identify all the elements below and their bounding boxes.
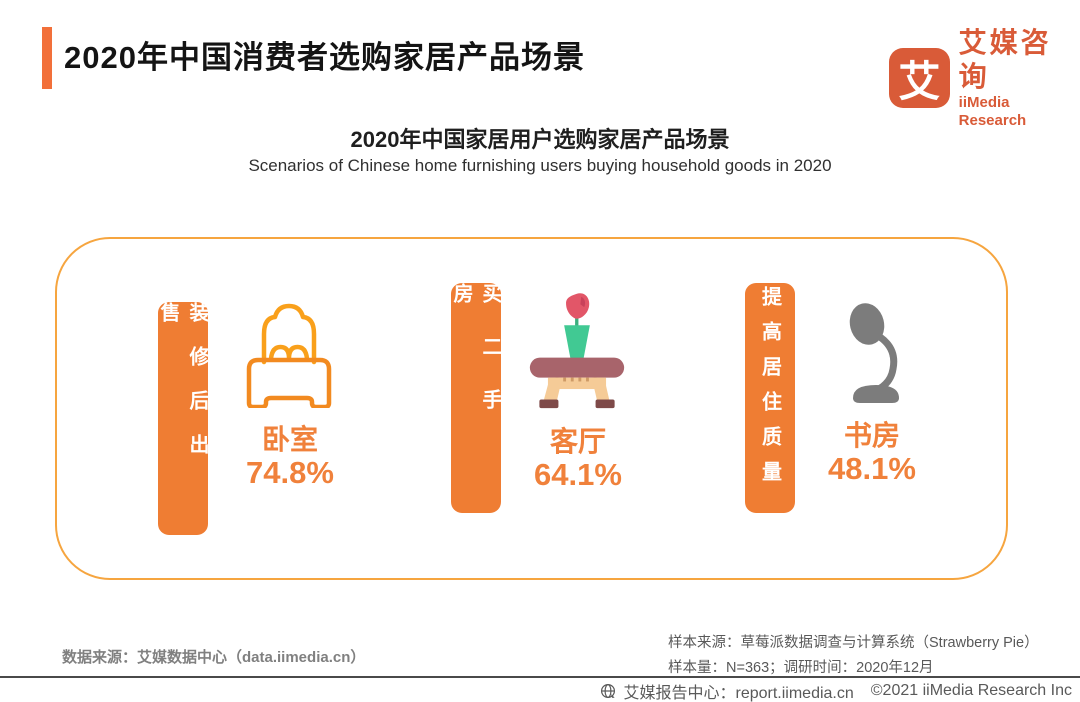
footer-divider — [0, 676, 1080, 678]
sample-size-note: 样本量：N=363；调研时间：2020年12月 — [668, 660, 934, 676]
title-accent-bar — [42, 27, 52, 89]
logo-wordmark: 艾媒咨询 iiMedia Research — [959, 26, 1080, 130]
scenario-tab-renovate-sell: 装修后出售 — [157, 302, 208, 535]
footer-report-center: 艾媒报告中心：report.iimedia.cn — [623, 684, 854, 702]
sample-source-note: 样本来源：草莓派数据调查与计算系统（Strawberry Pie） — [668, 635, 1039, 651]
room-label-bedroom: 卧室 — [261, 424, 318, 455]
globe-icon — [600, 683, 616, 699]
chart-panel — [55, 237, 1008, 580]
scenario-tab-improve-living-quality: 提高居住质量 — [745, 283, 795, 513]
table-icon — [527, 288, 627, 413]
chart-title: 2020年中国家居用户选购家居产品场景 — [350, 127, 730, 152]
logo-name-cn: 艾媒咨询 — [958, 27, 1052, 92]
scenario-tab-second-hand-house: 买二手房 — [450, 283, 501, 513]
page-title: 2020年中国消费者选购家居产品场景 — [64, 40, 585, 75]
percent-study: 48.1% — [828, 451, 916, 486]
iimedia-logo-icon: 艾 — [889, 48, 950, 108]
footer-copyright: ©2021 iiMedia Research Inc — [870, 681, 1072, 699]
bed-icon — [243, 300, 335, 410]
chart-subtitle: Scenarios of Chinese home furnishing use… — [248, 156, 832, 175]
percent-bedroom: 74.8% — [246, 455, 334, 490]
footer-bar: 艾媒报告中心：report.iimedia.cn ©2021 iiMedia R… — [600, 679, 1072, 702]
percent-living-room: 64.1% — [534, 457, 622, 492]
logo-name-en: iiMedia Research — [958, 94, 1027, 129]
sample-notes: 样本来源：草莓派数据调查与计算系统（Strawberry Pie） 样本量：N=… — [668, 631, 1039, 681]
room-label-living-room: 客厅 — [549, 426, 606, 457]
data-source-note: 数据来源：艾媒数据中心（data.iimedia.cn） — [62, 649, 366, 666]
room-label-study: 书房 — [843, 420, 900, 451]
desk-lamp-icon — [846, 301, 906, 406]
iimedia-logo: 艾 艾媒咨询 iiMedia Research — [889, 26, 1080, 130]
